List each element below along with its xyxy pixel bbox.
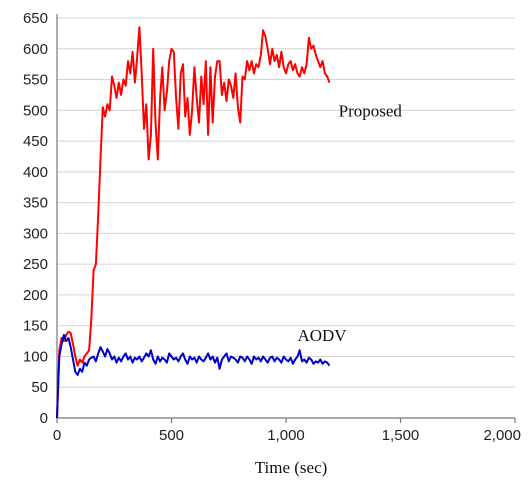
axes <box>56 14 516 423</box>
y-tick-label: 450 <box>23 133 48 150</box>
series-line-aodv <box>56 333 331 419</box>
series-line-proposed <box>56 26 331 419</box>
x-tick-label: 1,500 <box>382 427 420 444</box>
gridlines <box>57 17 515 388</box>
series-label: Proposed <box>339 101 403 120</box>
y-tick-label: 150 <box>23 318 48 335</box>
y-tick-label: 600 <box>23 41 48 58</box>
x-tick-label: 1,000 <box>267 427 305 444</box>
y-tick-label: 350 <box>23 195 48 212</box>
y-tick-label: 400 <box>23 164 48 181</box>
x-tick-labels: 0 500 1,000 1,500 2,000 <box>53 427 521 444</box>
series-labels: Proposed AODV <box>297 101 402 345</box>
y-tick-label: 100 <box>23 348 48 365</box>
y-tick-label: 250 <box>23 256 48 273</box>
x-tick-label: 2,000 <box>483 427 521 444</box>
x-tick-label: 0 <box>53 427 61 444</box>
y-tick-label: 0 <box>40 410 48 427</box>
y-tick-label: 550 <box>23 72 48 89</box>
x-tick-label: 500 <box>159 427 184 444</box>
series-lines <box>56 26 331 419</box>
y-tick-labels: 0 50 100 150 200 250 300 350 400 450 500 550 600 650 <box>23 10 48 427</box>
series-label: AODV <box>297 326 347 345</box>
y-tick-label: 50 <box>31 379 48 396</box>
y-tick-label: 500 <box>23 102 48 119</box>
y-tick-label: 300 <box>23 225 48 242</box>
y-tick-label: 200 <box>23 287 48 304</box>
y-tick-label: 650 <box>23 10 48 27</box>
x-axis-title: Time (sec) <box>255 458 328 477</box>
